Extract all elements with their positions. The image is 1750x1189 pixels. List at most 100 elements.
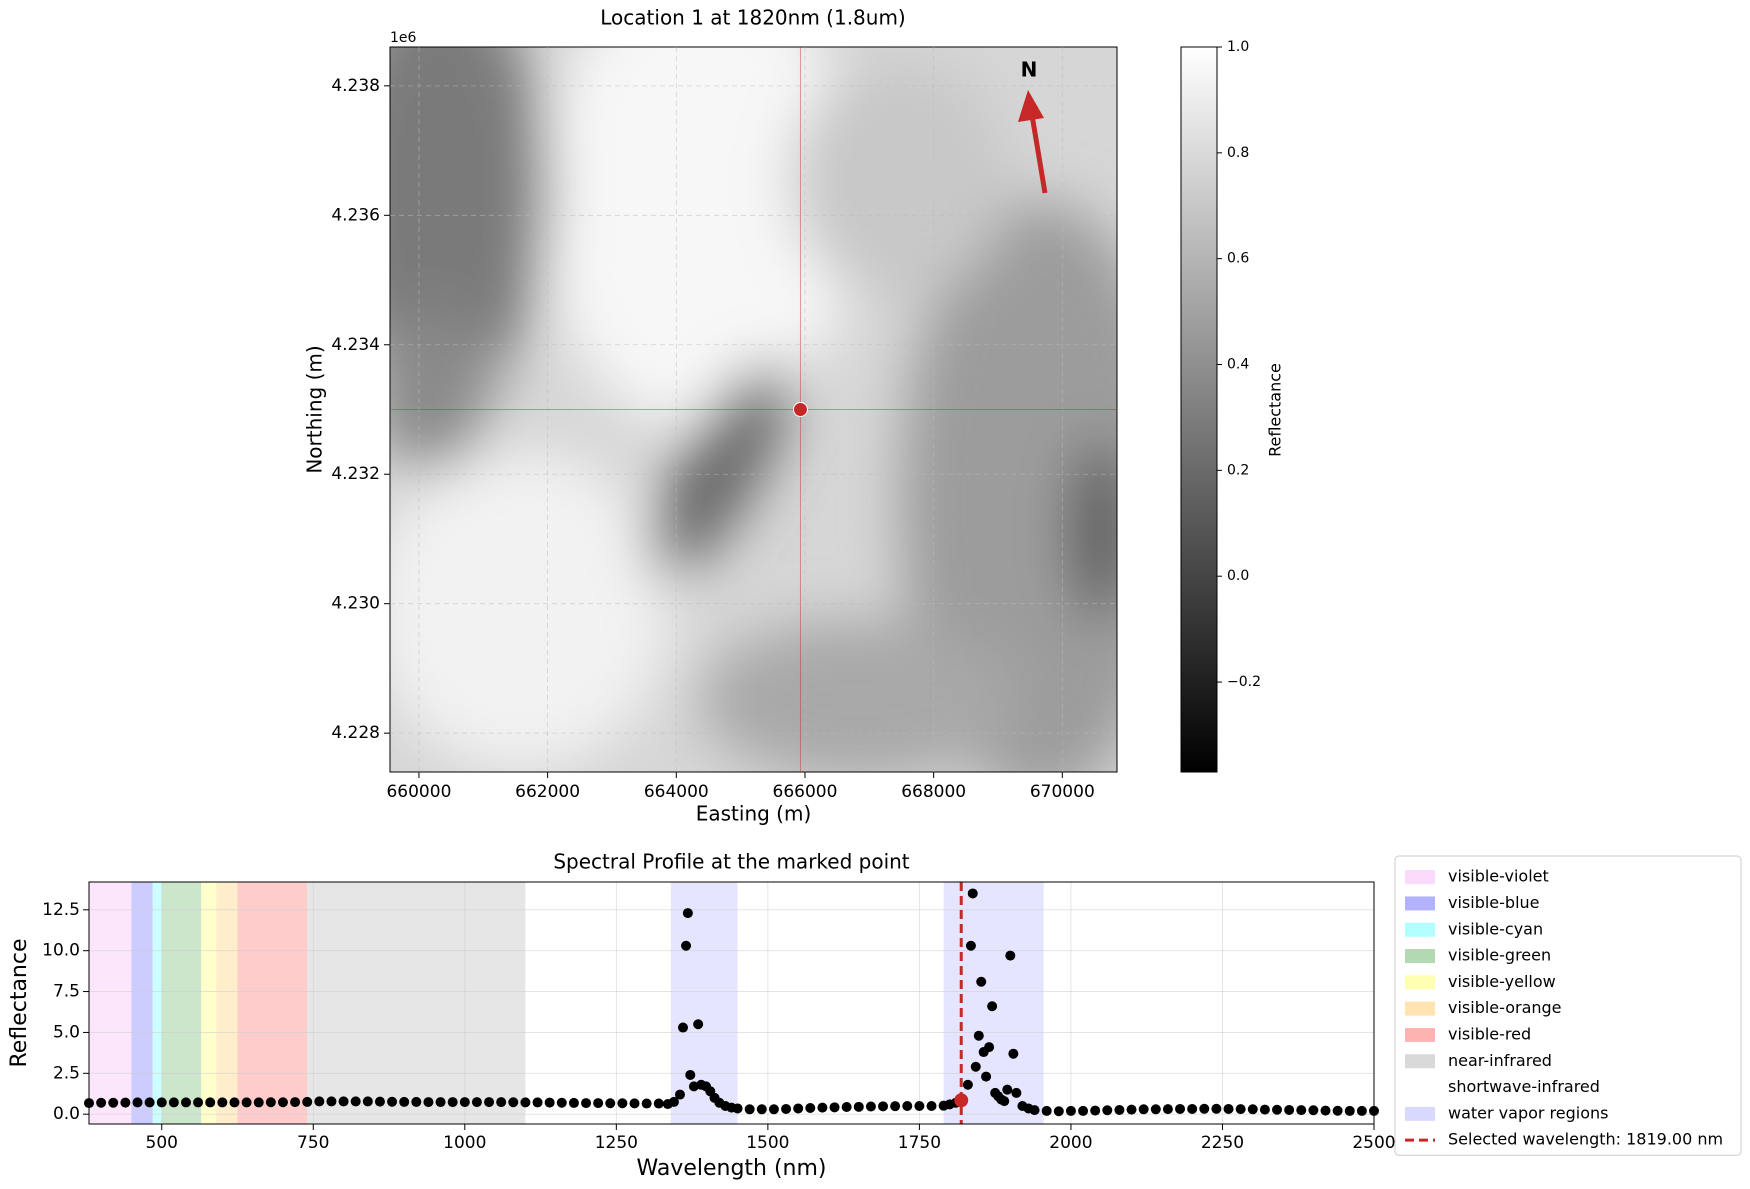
spectral-point (108, 1097, 119, 1108)
legend-label: shortwave-infrared (1448, 1077, 1600, 1096)
spectral-point (411, 1096, 422, 1107)
spectral-point (120, 1097, 131, 1108)
spectral-point (544, 1097, 555, 1108)
spectral-point (653, 1098, 664, 1109)
spectral-point (902, 1101, 913, 1112)
spectral-point (471, 1097, 482, 1108)
spectral-point (1126, 1104, 1137, 1115)
x-tick-label: 1500 (746, 1133, 789, 1153)
y-axis-label: Reflectance (7, 938, 32, 1067)
spectral-point (556, 1097, 567, 1108)
spectral-point (387, 1096, 398, 1107)
spectral-point (853, 1101, 864, 1112)
spectral-point (987, 1001, 998, 1012)
x-tick-label: 1000 (443, 1133, 486, 1153)
spectral-point (459, 1097, 470, 1108)
y-tick-label: 4.236 (331, 205, 380, 225)
x-tick-label: 1250 (595, 1133, 638, 1153)
spectral-point (970, 1061, 981, 1072)
spectral-point (1090, 1105, 1101, 1116)
spectral-point (865, 1101, 876, 1112)
spectral-point (217, 1097, 228, 1108)
spectral-point (685, 1069, 696, 1080)
colorbar-tick-label: 0.4 (1227, 357, 1249, 373)
spectral-point (674, 1089, 685, 1100)
spectral-point (568, 1097, 579, 1108)
spectral-point (508, 1097, 519, 1108)
spectral-point (965, 940, 976, 951)
spectral-point (841, 1101, 852, 1112)
spectral-point (1008, 1048, 1019, 1059)
spectral-point (1102, 1105, 1113, 1116)
spectral-point (817, 1102, 828, 1113)
spectral-point (1199, 1103, 1210, 1114)
y-tick-label: 2.5 (53, 1063, 80, 1083)
spectral-point (605, 1098, 616, 1109)
spectral-point (981, 1071, 992, 1082)
spectral-point (423, 1097, 434, 1108)
spectral-point (1150, 1104, 1161, 1115)
spectral-point (593, 1098, 604, 1109)
spectral-point (1259, 1104, 1270, 1115)
legend-box (1394, 855, 1742, 1156)
wavelength-region (152, 882, 162, 1124)
spectral-point (1332, 1105, 1343, 1116)
spectral-point (1320, 1105, 1331, 1116)
spectral-point (1247, 1104, 1258, 1115)
spectral-point (1344, 1105, 1355, 1116)
wavelength-region (161, 882, 202, 1124)
legend-label: water vapor regions (1448, 1103, 1609, 1122)
spectral-point (1005, 950, 1016, 961)
spectral-point (744, 1104, 755, 1115)
x-tick-label: 670000 (1030, 782, 1095, 802)
colorbar-tick-label: 0.2 (1227, 462, 1249, 478)
spectral-point (96, 1097, 107, 1108)
map-frame (389, 46, 1118, 773)
colorbar-tick-label: −0.2 (1227, 674, 1261, 690)
wavelength-region (307, 882, 526, 1124)
y-tick-label: 4.238 (331, 76, 380, 96)
spectral-point (1223, 1103, 1234, 1114)
plot-frame (88, 881, 1375, 1125)
spectral-point (976, 976, 987, 987)
spectral-point (1162, 1104, 1173, 1115)
spectral-point (484, 1097, 495, 1108)
x-tick-label: 750 (297, 1133, 329, 1153)
colorbar-tick-label: 1.0 (1227, 39, 1249, 55)
y-tick-label: 5.0 (53, 1022, 80, 1042)
y-axis-label: Northing (m) (303, 345, 327, 473)
x-tick-label: 2000 (1049, 1133, 1092, 1153)
north-arrow-shaft (1029, 114, 1048, 194)
spectral-point (1235, 1104, 1246, 1115)
spectral-point (496, 1097, 507, 1108)
spectral-point (926, 1101, 937, 1112)
spectral-point (520, 1097, 531, 1108)
colorbar (1180, 46, 1218, 773)
selected-point (954, 1093, 969, 1108)
chart-title: Location 1 at 1820nm (1.8um) (600, 6, 905, 30)
y-tick-label: 4.234 (331, 335, 380, 355)
spectral-point (265, 1097, 276, 1108)
spectral-point (1187, 1103, 1198, 1114)
wavelength-region (131, 882, 153, 1124)
spectral-point (1175, 1103, 1186, 1114)
spectral-point (290, 1097, 301, 1108)
spectral-point (878, 1101, 889, 1112)
spectral-point (362, 1096, 373, 1107)
spectral-point (781, 1103, 792, 1114)
spectral-point (399, 1096, 410, 1107)
y-tick-label: 4.230 (331, 594, 380, 614)
north-arrow-head (1018, 90, 1044, 122)
spectral-point (732, 1103, 743, 1114)
spectral-point (180, 1097, 191, 1108)
spectral-point (350, 1096, 361, 1107)
x-tick-label: 660000 (386, 782, 451, 802)
x-tick-label: 662000 (515, 782, 580, 802)
legend-swatch (1405, 1001, 1435, 1016)
spectral-point (1308, 1105, 1319, 1116)
legend-swatch (1405, 949, 1435, 964)
spectral-point (805, 1102, 816, 1113)
legend-swatch (1405, 1054, 1435, 1069)
y-tick-label: 4.232 (331, 464, 380, 484)
spectral-point (229, 1097, 240, 1108)
